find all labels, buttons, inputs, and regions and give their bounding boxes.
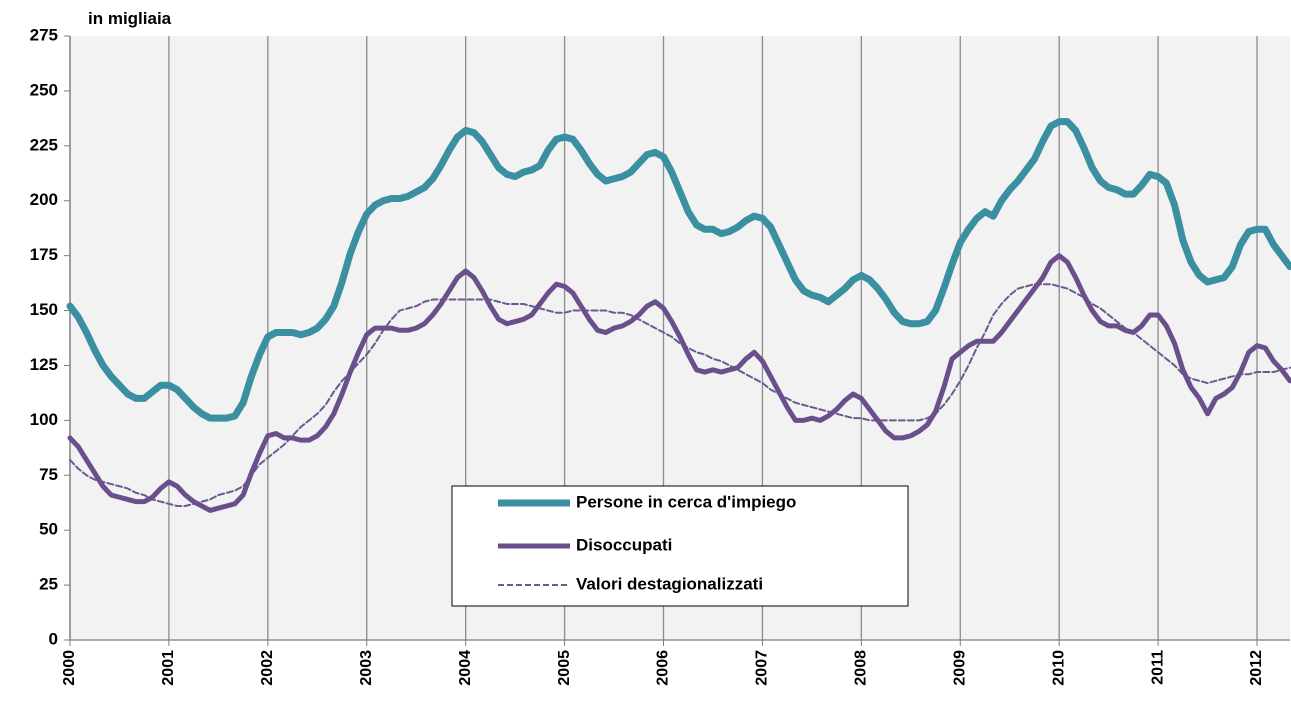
- x-tick-label: 2009: [951, 650, 968, 686]
- y-tick-label: 275: [30, 25, 58, 44]
- y-tick-label: 75: [39, 465, 58, 484]
- legend: Persone in cerca d'impiego Disoccupati Val…: [451, 485, 909, 607]
- y-tick-label: 25: [39, 575, 58, 594]
- y-tick-label: 0: [49, 629, 58, 648]
- y-tick-label: 175: [30, 245, 58, 264]
- x-tick-label: 2012: [1248, 650, 1265, 686]
- legend-label: Disoccupati: [576, 535, 672, 554]
- x-tick-label: 2005: [556, 650, 573, 686]
- legend-label: Persone in cerca d'impiego: [576, 492, 796, 511]
- x-tick-label: 2003: [358, 650, 375, 686]
- y-axis-label: in migliaia: [88, 9, 172, 28]
- series-line: [66, 118, 1291, 422]
- x-tick-label: 2006: [655, 650, 672, 686]
- legend-label: Valori destagionalizzati: [576, 574, 763, 593]
- x-tick-label: 2000: [61, 650, 78, 686]
- y-tick-label: 150: [30, 300, 58, 319]
- x-tick-label: 2002: [259, 650, 276, 686]
- y-tick-label: 250: [30, 80, 58, 99]
- x-tick-label: 2010: [1050, 650, 1067, 686]
- y-tick-label: 200: [30, 190, 58, 209]
- series-line: [67, 253, 1291, 513]
- x-tick-label: 2001: [160, 650, 177, 686]
- x-tick-label: 2011: [1149, 650, 1166, 685]
- y-tick-label: 50: [39, 520, 58, 539]
- x-tick-label: 2008: [853, 650, 870, 686]
- y-tick-label: 100: [30, 410, 58, 429]
- x-tick-label: 2004: [457, 650, 474, 686]
- x-tick-label: 2007: [754, 650, 771, 686]
- y-tick-label: 125: [30, 355, 58, 374]
- y-tick-label: 225: [30, 135, 58, 154]
